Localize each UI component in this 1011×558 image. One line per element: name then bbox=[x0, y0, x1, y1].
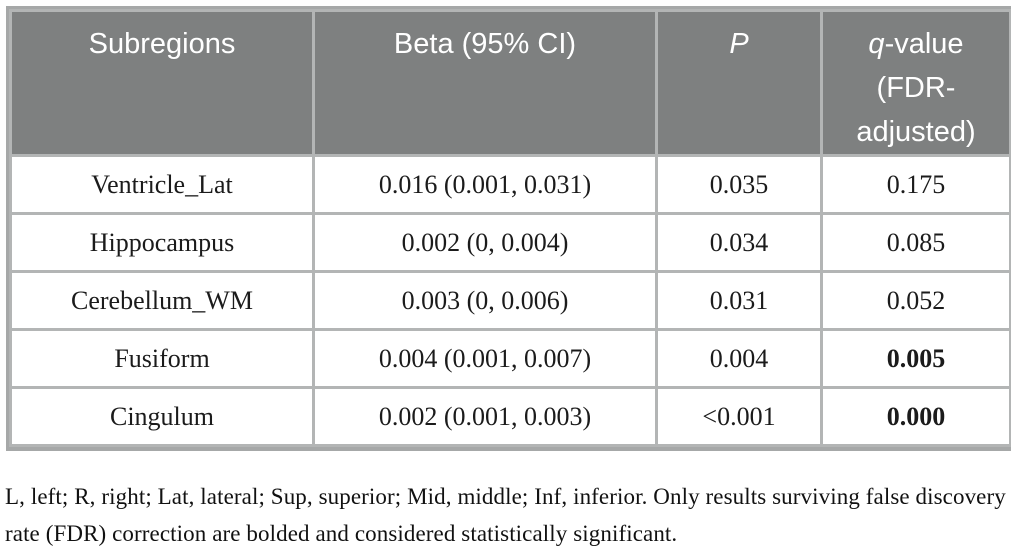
cell-subregion: Ventricle_Lat bbox=[12, 157, 312, 212]
cell-beta: 0.016 (0.001, 0.031) bbox=[315, 157, 655, 212]
col-header-qvalue-rest: -value (FDR-adjusted) bbox=[856, 28, 976, 148]
col-header-qvalue-italic: q bbox=[868, 28, 885, 60]
cell-qvalue: 0.052 bbox=[823, 273, 1009, 328]
col-header-beta-label: Beta (95% CI) bbox=[393, 28, 577, 60]
cell-qvalue: 0.085 bbox=[823, 215, 1009, 270]
results-table: Subregions Beta (95% CI) P q-value (FDR-… bbox=[6, 6, 1011, 451]
col-header-p-label: P bbox=[729, 28, 749, 60]
col-header-subregions: Subregions bbox=[12, 12, 312, 154]
cell-p: 0.004 bbox=[658, 331, 820, 386]
cell-subregion: Fusiform bbox=[12, 331, 312, 386]
table-row: Cerebellum_WM 0.003 (0, 0.006) 0.031 0.052 bbox=[12, 273, 1009, 328]
col-header-p: P bbox=[658, 12, 820, 154]
cell-p: <0.001 bbox=[658, 389, 820, 444]
cell-qvalue: 0.005 bbox=[823, 331, 1009, 386]
cell-qvalue: 0.000 bbox=[823, 389, 1009, 444]
table-footnote: L, left; R, right; Lat, lateral; Sup, su… bbox=[5, 484, 1006, 546]
col-header-subregions-label: Subregions bbox=[88, 28, 236, 60]
col-header-qvalue: q-value (FDR-adjusted) bbox=[823, 12, 1009, 154]
cell-subregion: Hippocampus bbox=[12, 215, 312, 270]
header-row: Subregions Beta (95% CI) P q-value (FDR-… bbox=[12, 12, 1009, 154]
cell-p: 0.035 bbox=[658, 157, 820, 212]
cell-subregion: Cingulum bbox=[12, 389, 312, 444]
cell-p: 0.031 bbox=[658, 273, 820, 328]
table-row: Cingulum 0.002 (0.001, 0.003) <0.001 0.000 bbox=[12, 389, 1009, 444]
cell-beta: 0.004 (0.001, 0.007) bbox=[315, 331, 655, 386]
table-row: Ventricle_Lat 0.016 (0.001, 0.031) 0.035 0.… bbox=[12, 157, 1009, 212]
cell-beta: 0.003 (0, 0.006) bbox=[315, 273, 655, 328]
table-row: Hippocampus 0.002 (0, 0.004) 0.034 0.085 bbox=[12, 215, 1009, 270]
table-body: Ventricle_Lat 0.016 (0.001, 0.031) 0.035 0.… bbox=[12, 157, 1009, 444]
cell-subregion: Cerebellum_WM bbox=[12, 273, 312, 328]
table-row: Fusiform 0.004 (0.001, 0.007) 0.004 0.005 bbox=[12, 331, 1009, 386]
col-header-beta: Beta (95% CI) bbox=[315, 12, 655, 154]
cell-beta: 0.002 (0.001, 0.003) bbox=[315, 389, 655, 444]
cell-qvalue: 0.175 bbox=[823, 157, 1009, 212]
cell-beta: 0.002 (0, 0.004) bbox=[315, 215, 655, 270]
cell-p: 0.034 bbox=[658, 215, 820, 270]
